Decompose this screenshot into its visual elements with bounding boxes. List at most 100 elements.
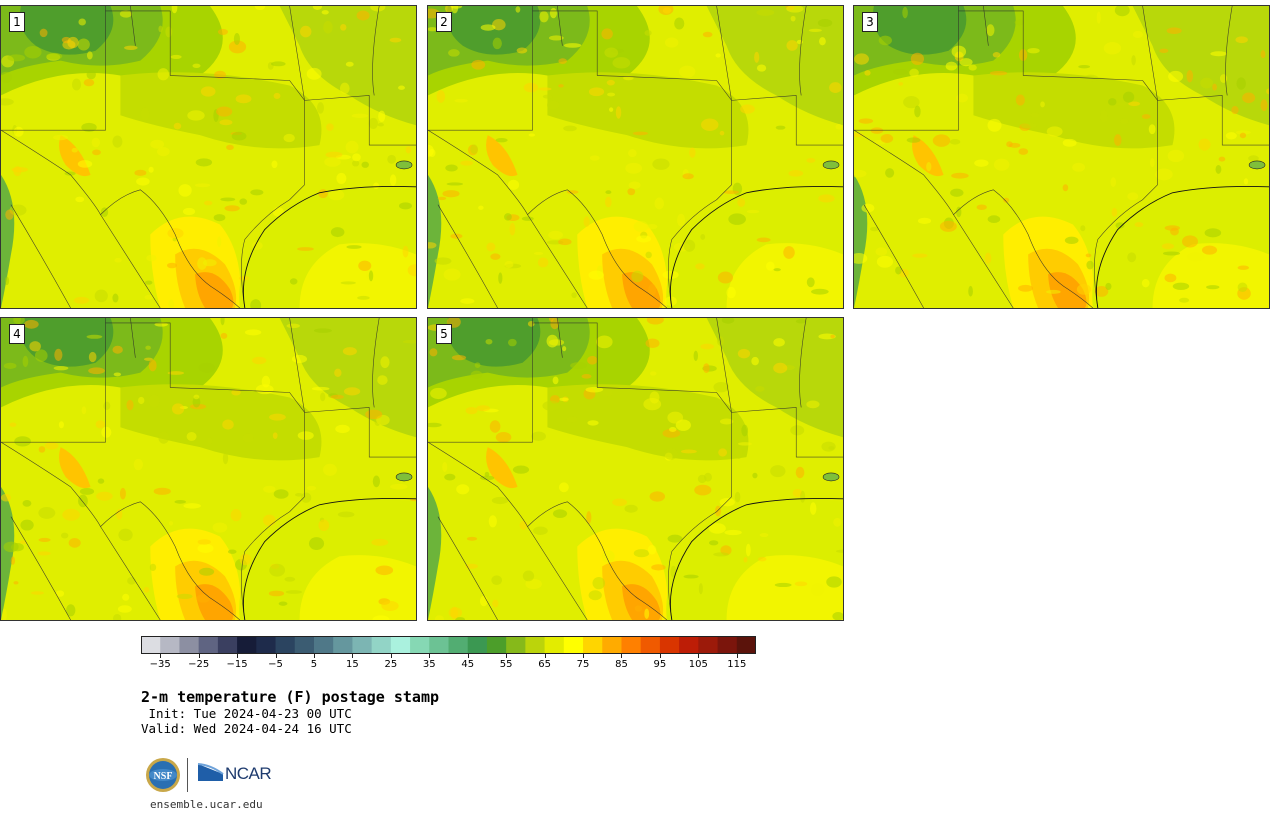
temperature-speckle	[239, 553, 252, 566]
temperature-speckle	[558, 84, 564, 88]
colorbar-tick-mark	[352, 654, 354, 658]
colorbar-tick-label: 65	[538, 659, 551, 670]
temperature-speckle	[1072, 162, 1086, 172]
temperature-speckle	[340, 24, 347, 31]
temperature-speckle	[1161, 243, 1175, 250]
temperature-speckle	[1117, 102, 1127, 107]
temperature-speckle	[321, 10, 329, 15]
temperature-speckle	[1164, 273, 1177, 283]
temperature-speckle	[605, 190, 612, 195]
temperature-speckle	[5, 209, 14, 220]
temperature-speckle	[1204, 228, 1222, 238]
state-boundary	[428, 441, 668, 620]
state-boundary	[372, 6, 380, 96]
temperature-speckle	[39, 28, 48, 38]
temperature-speckle	[174, 499, 186, 504]
temperature-speckle	[444, 473, 456, 481]
temperature-speckle	[507, 338, 517, 347]
temperature-speckle	[231, 131, 247, 141]
coastline	[242, 497, 416, 620]
temperature-speckle	[378, 110, 386, 122]
temperature-speckle	[387, 154, 396, 164]
temperature-speckle	[854, 133, 864, 138]
state-boundary	[105, 322, 171, 388]
temperature-speckle	[148, 394, 160, 408]
temperature-speckle	[932, 134, 951, 147]
temperature-speckle	[337, 511, 355, 518]
temperature-speckle	[442, 461, 448, 473]
temperature-speckle	[1064, 236, 1079, 245]
temperature-speckle	[1148, 124, 1156, 135]
temperature-speckle	[217, 236, 222, 248]
temperature-speckle	[695, 263, 705, 270]
temperature-speckle	[398, 85, 405, 90]
temperature-speckle	[1, 493, 12, 502]
temperature-speckle	[548, 318, 554, 322]
temperature-speckle	[740, 104, 755, 114]
temperature-speckle	[1141, 279, 1150, 288]
temperature-speckle	[702, 31, 713, 38]
colorbar-tick-mark	[429, 654, 431, 658]
temperature-speckle	[79, 487, 95, 495]
temperature-speckle	[490, 253, 501, 260]
temperature-speckle	[1181, 235, 1199, 248]
temperature-speckle	[734, 491, 741, 503]
temperature-speckle	[1127, 252, 1137, 263]
temperature-speckle	[272, 432, 278, 439]
temperature-speckle	[589, 155, 600, 161]
temperature-speckle	[588, 590, 602, 601]
temperature-speckle	[342, 347, 357, 356]
temperature-speckle	[86, 51, 93, 60]
temperature-speckle	[183, 503, 201, 509]
temperature-speckle	[44, 441, 59, 450]
temperature-speckle	[679, 65, 696, 78]
temperature-speckle	[122, 593, 130, 601]
temperature-speckle	[495, 431, 512, 443]
state-boundary	[527, 214, 588, 308]
temperature-speckle	[22, 355, 29, 368]
cold-region	[872, 6, 967, 55]
temperature-speckle	[148, 359, 157, 372]
state-boundary	[1225, 6, 1233, 96]
state-boundary	[597, 387, 732, 497]
colorbar-tick-mark	[313, 654, 315, 658]
temperature-speckle	[588, 270, 604, 280]
temperature-speckle	[46, 52, 63, 60]
coastline	[1095, 185, 1269, 308]
temperature-speckle	[819, 37, 826, 46]
temperature-speckle	[1212, 83, 1217, 91]
temperature-speckle	[198, 362, 216, 373]
temperature-speckle	[114, 257, 122, 263]
temperature-speckle	[13, 318, 25, 325]
temperature-speckle	[95, 420, 105, 429]
temperature-speckle	[624, 504, 638, 513]
temperature-speckle	[646, 223, 658, 230]
temperature-speckle	[437, 196, 447, 201]
temperature-speckle	[428, 149, 436, 158]
temperature-speckle	[986, 24, 995, 37]
temperature-speckle	[285, 590, 303, 594]
cool-region	[1132, 6, 1269, 126]
temperature-speckle	[158, 431, 170, 444]
temperature-speckle	[92, 149, 101, 156]
temperature-speckle	[549, 7, 557, 19]
temperature-speckle	[148, 166, 154, 173]
gulf-water	[726, 555, 843, 620]
temperature-speckle	[968, 285, 973, 297]
temperature-speckle	[644, 29, 652, 36]
colorbar-tick-mark	[237, 654, 239, 658]
temperature-speckle	[146, 254, 157, 262]
state-boundary	[1023, 75, 1158, 185]
temperature-speckle	[828, 446, 835, 450]
state-boundary	[863, 204, 924, 308]
temperature-speckle	[75, 196, 85, 203]
temperature-speckle	[562, 346, 567, 352]
temperature-speckle	[390, 483, 408, 490]
temperature-speckle	[1236, 77, 1246, 90]
temperature-speckle	[224, 205, 240, 212]
temperature-speckle	[466, 536, 478, 541]
temperature-speckle	[330, 227, 345, 238]
temperature-speckle	[68, 538, 81, 548]
temperature-speckle	[53, 365, 69, 371]
temperature-speckle	[250, 299, 262, 308]
